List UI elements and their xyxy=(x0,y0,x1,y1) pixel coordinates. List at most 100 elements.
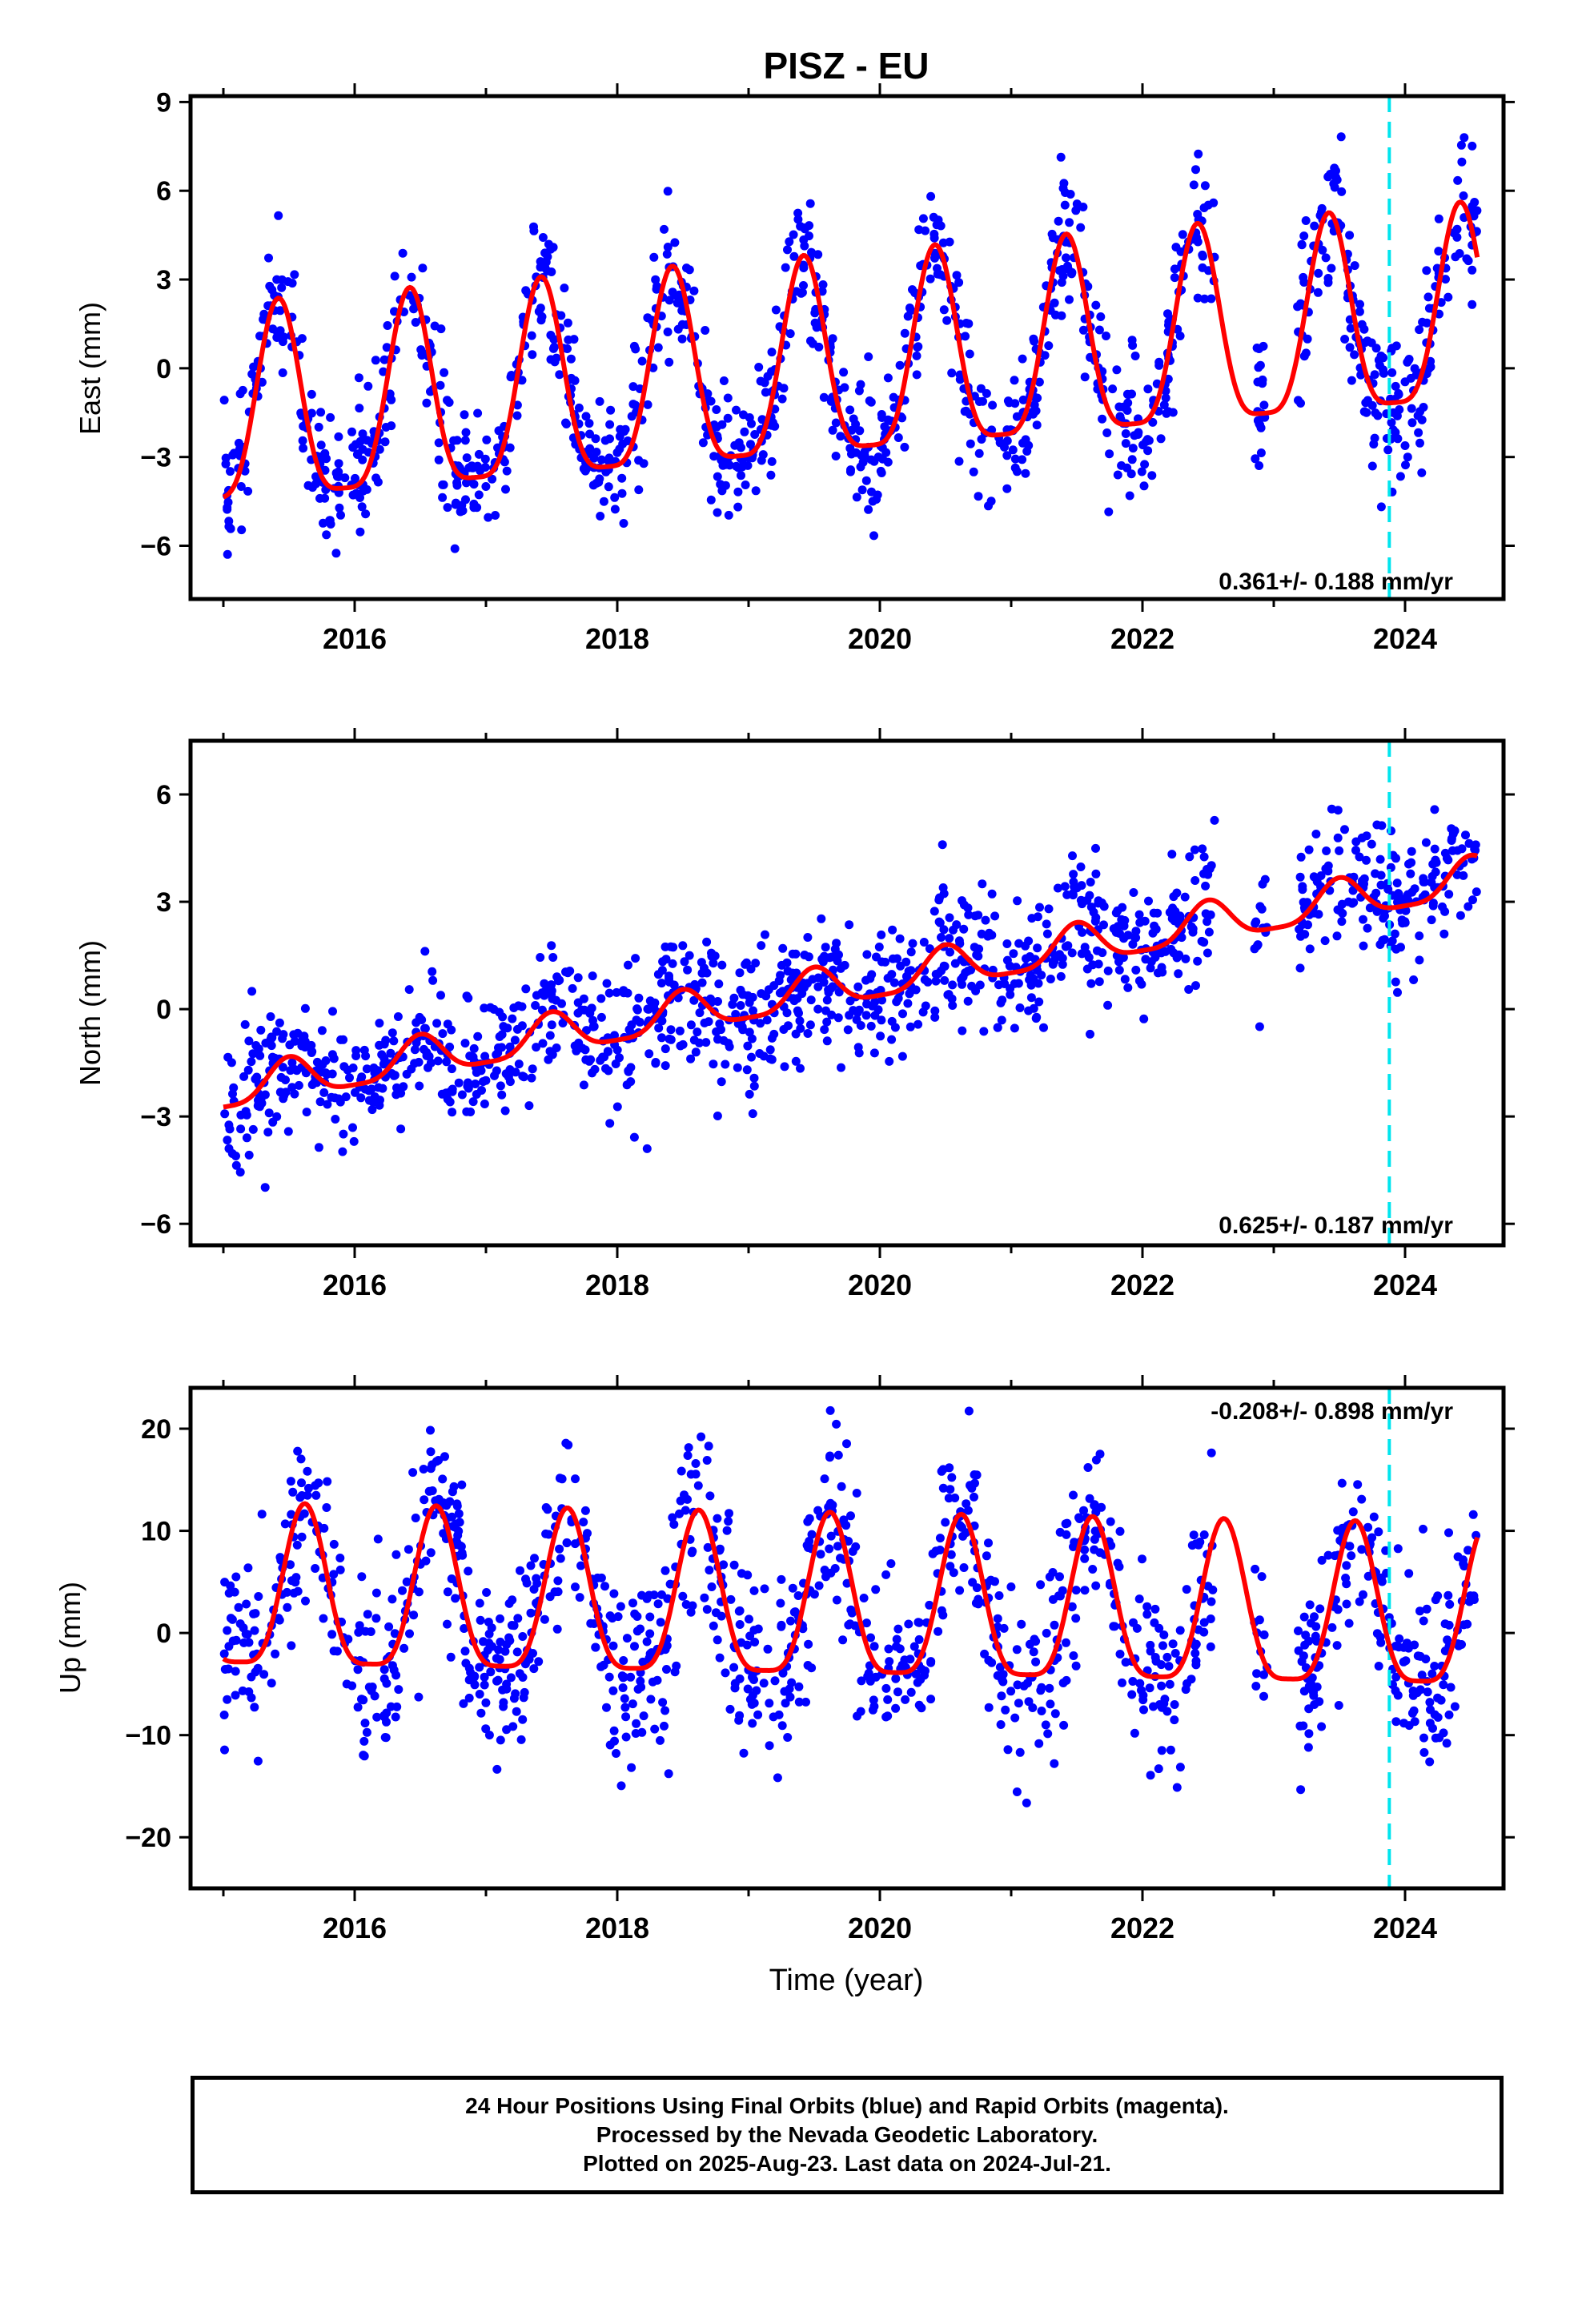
chart-title: PISZ - EU xyxy=(763,45,929,86)
data-point xyxy=(844,1537,853,1546)
data-point xyxy=(1309,1687,1318,1697)
data-point xyxy=(1255,461,1264,470)
data-point xyxy=(669,1520,679,1529)
data-point xyxy=(1080,372,1090,382)
data-point xyxy=(451,1594,460,1603)
data-point xyxy=(540,1614,549,1624)
data-point xyxy=(745,1614,753,1624)
data-point xyxy=(832,1419,841,1429)
data-point xyxy=(319,518,327,528)
data-point xyxy=(1021,468,1030,478)
data-point xyxy=(1345,343,1355,352)
data-point xyxy=(518,1673,528,1682)
data-point xyxy=(697,978,707,987)
data-point xyxy=(1297,240,1307,250)
data-point xyxy=(1391,341,1401,351)
data-point xyxy=(701,326,710,335)
data-point xyxy=(777,1574,786,1584)
data-point xyxy=(993,1023,1002,1032)
data-point xyxy=(596,1573,606,1582)
data-point xyxy=(1048,233,1058,243)
data-point xyxy=(1086,1029,1094,1039)
data-point xyxy=(1091,869,1101,879)
data-point xyxy=(789,251,799,261)
data-point xyxy=(557,999,566,1008)
data-point xyxy=(339,1062,349,1072)
data-point xyxy=(684,1443,693,1453)
data-point xyxy=(1314,268,1323,278)
data-point xyxy=(724,510,733,520)
data-point xyxy=(857,451,866,460)
data-point xyxy=(1095,1449,1105,1459)
data-point xyxy=(706,495,716,505)
data-point xyxy=(481,1724,491,1734)
data-point xyxy=(638,1657,648,1667)
data-point xyxy=(293,1446,303,1456)
data-point xyxy=(467,461,476,471)
data-point xyxy=(1294,396,1303,405)
data-point xyxy=(869,1702,879,1711)
data-point xyxy=(231,1160,241,1170)
data-point xyxy=(962,1499,971,1509)
data-point xyxy=(1112,365,1122,375)
data-point xyxy=(476,1066,486,1076)
data-point xyxy=(1468,141,1477,151)
data-point xyxy=(757,941,766,951)
data-point xyxy=(665,977,674,987)
x-tick-label: 2022 xyxy=(1110,1269,1174,1301)
data-point xyxy=(1296,1785,1306,1795)
data-point xyxy=(375,1019,384,1028)
data-point xyxy=(473,408,483,418)
data-point xyxy=(264,1108,274,1118)
data-point xyxy=(807,1663,817,1673)
data-point xyxy=(1095,1548,1105,1558)
data-point xyxy=(750,1638,760,1647)
data-point xyxy=(1210,815,1219,825)
data-point xyxy=(1159,1699,1169,1708)
data-point xyxy=(1251,1682,1261,1691)
data-point xyxy=(361,1051,371,1061)
data-point xyxy=(832,1595,841,1605)
data-point xyxy=(709,452,719,461)
data-point xyxy=(1135,1679,1145,1688)
data-point xyxy=(1299,1721,1308,1731)
data-point xyxy=(805,1514,814,1523)
data-point xyxy=(601,467,611,476)
data-point xyxy=(677,1466,686,1476)
data-point xyxy=(851,1542,861,1551)
data-point xyxy=(338,1147,347,1156)
data-point xyxy=(1071,1661,1081,1671)
data-point xyxy=(1383,445,1393,455)
data-point xyxy=(855,426,865,436)
data-point xyxy=(1018,395,1028,404)
data-point xyxy=(1392,879,1402,888)
data-point xyxy=(314,422,323,432)
data-point xyxy=(1120,975,1130,984)
data-point xyxy=(944,990,954,999)
data-point xyxy=(579,1518,588,1527)
data-point xyxy=(632,1626,642,1636)
data-point xyxy=(650,1724,660,1734)
data-point xyxy=(241,1107,251,1116)
data-point xyxy=(577,1005,586,1015)
data-point xyxy=(1207,1448,1216,1458)
data-point xyxy=(1022,447,1032,456)
data-point xyxy=(1032,1012,1042,1022)
data-point xyxy=(785,237,794,247)
data-point xyxy=(247,1057,256,1067)
x-tick-label: 2018 xyxy=(585,1912,649,1944)
data-point xyxy=(469,480,479,489)
data-point xyxy=(442,1501,452,1510)
data-point xyxy=(821,1572,830,1582)
data-point xyxy=(1123,983,1133,992)
data-point xyxy=(604,456,614,466)
data-point xyxy=(974,448,984,458)
data-point xyxy=(670,238,680,247)
data-point xyxy=(1042,1628,1051,1638)
data-point xyxy=(1190,845,1199,854)
data-point xyxy=(1027,914,1037,923)
data-point xyxy=(1137,467,1146,476)
data-point xyxy=(1401,906,1411,915)
data-point xyxy=(1076,862,1086,871)
data-point xyxy=(1355,300,1364,309)
